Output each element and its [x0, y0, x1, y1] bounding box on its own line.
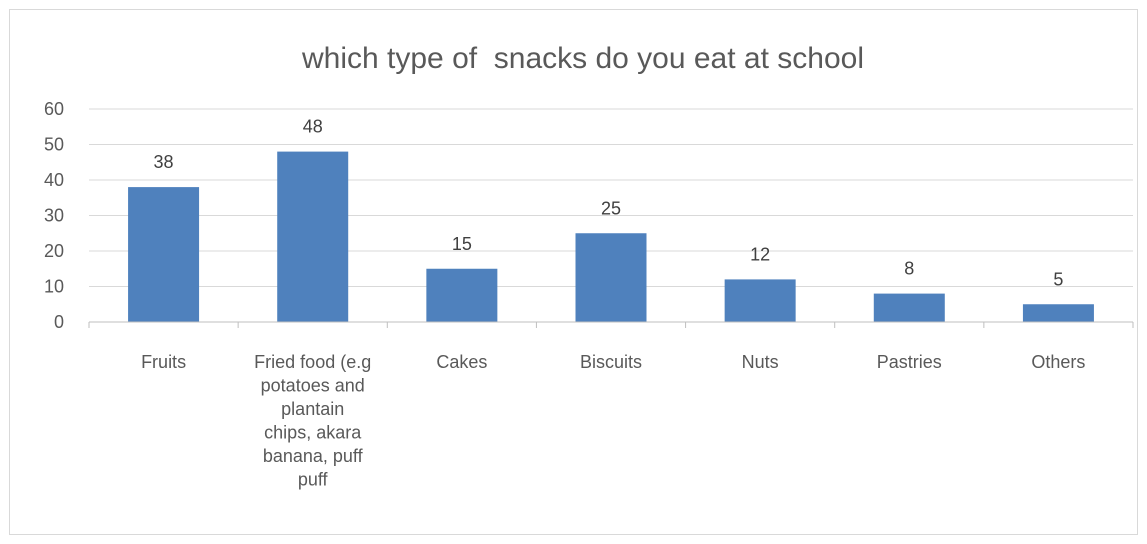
data-label: 8: [904, 259, 914, 279]
x-tick-label: Biscuits: [580, 352, 642, 372]
bar: [575, 233, 647, 322]
y-tick-label: 40: [44, 170, 64, 190]
x-tick-label: banana, puff: [263, 446, 364, 466]
x-tick-label: Pastries: [877, 352, 942, 372]
x-tick-label: Fried food (e.g: [254, 352, 371, 372]
data-label: 12: [750, 244, 770, 264]
bar: [724, 279, 796, 322]
x-tick-label: chips, akara: [264, 423, 362, 443]
bar: [277, 151, 349, 322]
y-tick-label: 60: [44, 99, 64, 119]
data-label: 38: [154, 152, 174, 172]
y-tick-label: 50: [44, 135, 64, 155]
x-tick-label: Fruits: [141, 352, 186, 372]
gridlines: [89, 108, 1133, 287]
data-label: 15: [452, 234, 472, 254]
bar: [1022, 304, 1094, 322]
y-tick-label: 10: [44, 277, 64, 297]
data-label: 5: [1053, 269, 1063, 289]
y-tick-label: 0: [54, 312, 64, 332]
x-tick-label: potatoes and: [261, 376, 365, 396]
data-label: 25: [601, 198, 621, 218]
bar: [426, 268, 498, 322]
x-tick-label: plantain: [281, 399, 344, 419]
y-tick-label: 30: [44, 206, 64, 226]
y-axis: 0 10 20 30 40 50 60: [44, 99, 64, 332]
bar: [873, 293, 945, 322]
bars: 38 48 15 25 12 8 5: [128, 117, 1094, 322]
bar: [128, 187, 200, 322]
data-label: 48: [303, 117, 323, 137]
x-axis: Fruits Fried food (e.g potatoes and plantai…: [88, 321, 1134, 490]
chart-title: which type of snacks do you eat at schoo…: [301, 42, 864, 75]
x-tick-label: Nuts: [742, 352, 779, 372]
x-tick-label: Cakes: [436, 352, 487, 372]
x-tick-label: Others: [1031, 352, 1085, 372]
y-tick-label: 20: [44, 241, 64, 261]
x-tick-label: puff: [298, 470, 329, 490]
